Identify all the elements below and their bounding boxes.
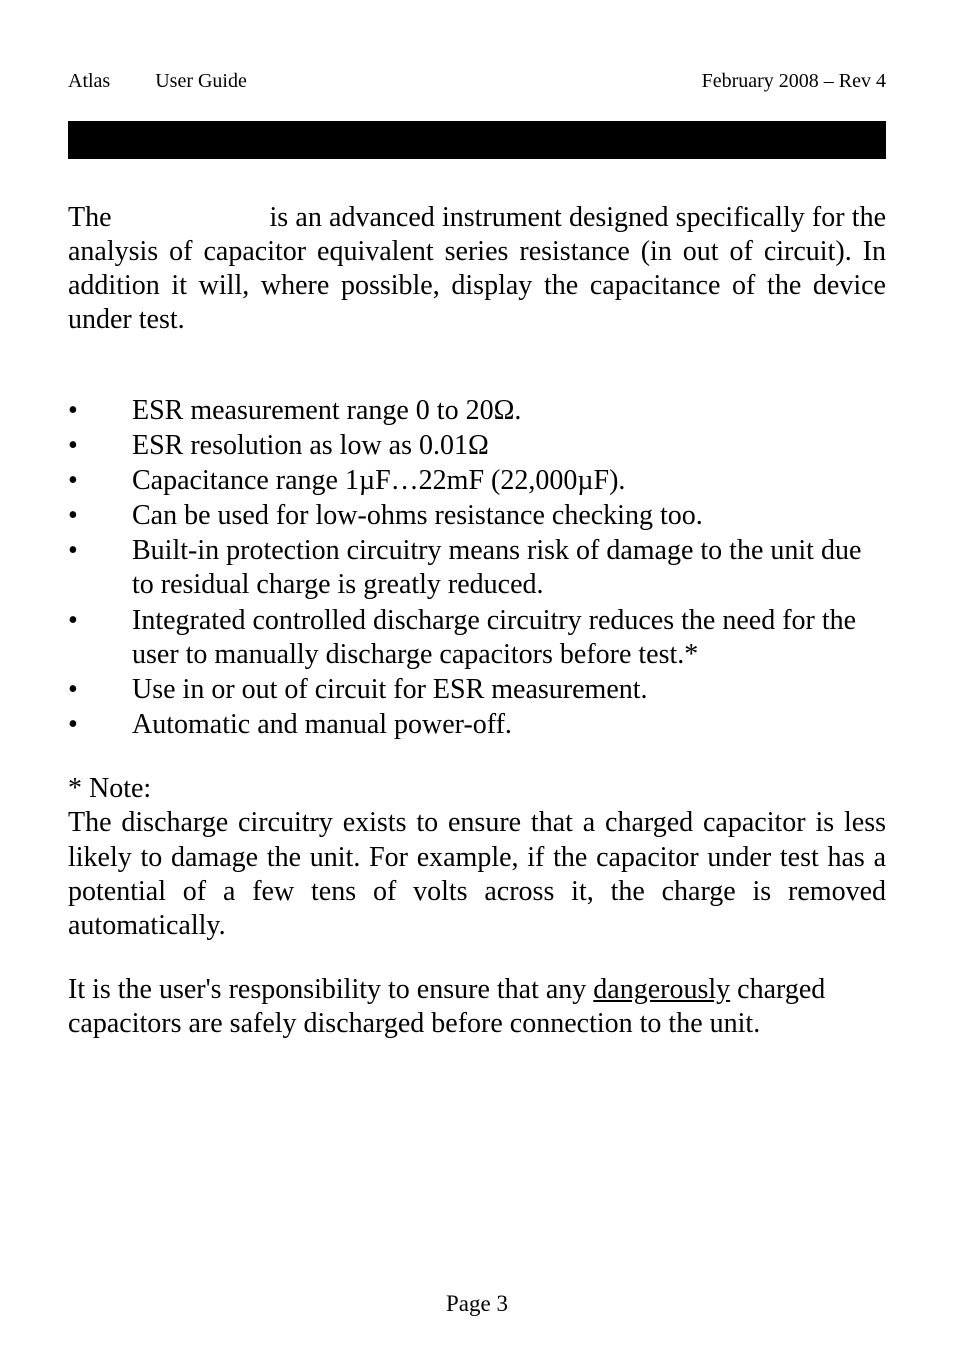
- page-header: Atlas User Guide February 2008 – Rev 4: [68, 70, 886, 93]
- header-right: February 2008 – Rev 4: [702, 70, 886, 93]
- intro-rest: is an advanced instrument designed speci…: [68, 202, 886, 335]
- list-item: Automatic and manual power-off.: [68, 708, 886, 742]
- note-body: The discharge circuitry exists to ensure…: [68, 806, 886, 943]
- intro-prefix: The: [68, 202, 112, 233]
- note-label: * Note:: [68, 772, 886, 806]
- intro-paragraph: Theis an advanced instrument designed sp…: [68, 201, 886, 338]
- header-left: Atlas User Guide: [68, 70, 247, 93]
- list-item: ESR resolution as low as 0.01Ω: [68, 429, 886, 463]
- resp-underlined: dangerously: [593, 974, 730, 1005]
- section-bar: [68, 121, 886, 159]
- responsibility-paragraph: It is the user's responsibility to ensur…: [68, 973, 886, 1041]
- list-item: Capacitance range 1µF…22mF (22,000µF).: [68, 464, 886, 498]
- page-number: Page 3: [0, 1291, 954, 1317]
- note-block: * Note: The discharge circuitry exists t…: [68, 772, 886, 943]
- feature-list: ESR measurement range 0 to 20Ω. ESR reso…: [68, 394, 886, 743]
- list-item: Integrated controlled discharge circuitr…: [68, 604, 886, 672]
- list-item: ESR measurement range 0 to 20Ω.: [68, 394, 886, 428]
- list-item: Can be used for low-ohms resistance chec…: [68, 499, 886, 533]
- list-item: Built-in protection circuitry means risk…: [68, 534, 886, 602]
- list-item: Use in or out of circuit for ESR measure…: [68, 673, 886, 707]
- header-title: User Guide: [155, 70, 247, 92]
- header-product: Atlas: [68, 70, 110, 92]
- resp-part1: It is the user's responsibility to ensur…: [68, 974, 593, 1005]
